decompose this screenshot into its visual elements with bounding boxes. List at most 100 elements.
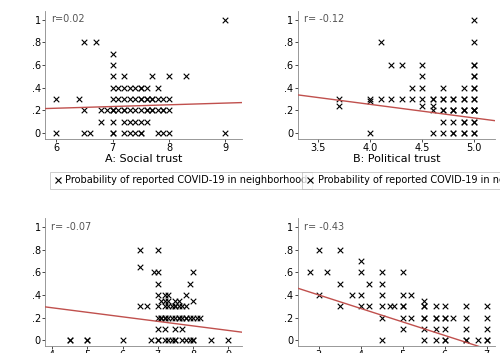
Point (164, 337, 172, 343)
Point (137, 96, 145, 102)
Point (462, 326, 469, 332)
Point (470, 73, 478, 79)
Point (103, 107, 111, 113)
Point (450, 119, 458, 124)
Point (356, 258, 364, 264)
Point (450, 107, 458, 113)
Point (75, 96, 83, 102)
Point (189, 298, 197, 304)
Point (407, 292, 415, 298)
Point (450, 130, 458, 136)
Point (314, 247, 322, 252)
Point (142, 96, 150, 102)
Point (440, 337, 448, 343)
Point (470, 107, 478, 113)
Point (131, 96, 139, 102)
Point (175, 304, 183, 309)
Point (450, 130, 458, 136)
Point (192, 315, 200, 321)
Point (186, 337, 194, 343)
Point (470, 62, 478, 68)
Point (172, 304, 179, 309)
Point (378, 337, 386, 343)
Point (142, 107, 150, 113)
Point (168, 304, 176, 309)
Point (131, 107, 139, 113)
Legend: Probability of reported COVID-19 in neighborhood: Probability of reported COVID-19 in neig… (302, 172, 500, 189)
Point (366, 98, 374, 104)
Point (114, 107, 122, 113)
Point (460, 130, 468, 136)
Point (108, 85, 116, 90)
Point (398, 315, 406, 321)
Point (222, 130, 230, 136)
Point (120, 85, 128, 90)
Point (196, 315, 204, 321)
Point (150, 269, 158, 275)
Point (154, 304, 162, 309)
Point (432, 315, 440, 321)
Point (154, 269, 162, 275)
Point (178, 315, 186, 321)
Point (450, 96, 458, 102)
Point (418, 62, 426, 68)
Point (470, 17, 478, 23)
Point (420, 337, 428, 343)
Point (470, 96, 478, 102)
Point (164, 292, 172, 298)
Point (80, 40, 88, 45)
Point (470, 107, 478, 113)
Point (428, 103, 436, 109)
Point (165, 96, 173, 102)
Point (131, 130, 139, 136)
Point (148, 96, 156, 102)
Point (460, 96, 468, 102)
Point (142, 85, 150, 90)
Point (52, 130, 60, 136)
Point (335, 96, 343, 102)
Point (432, 315, 440, 321)
Point (336, 304, 344, 309)
Point (120, 73, 128, 79)
Point (120, 119, 128, 124)
Point (178, 326, 186, 332)
Point (460, 119, 468, 124)
Point (186, 281, 194, 287)
Point (186, 315, 194, 321)
Point (440, 337, 448, 343)
Point (224, 337, 232, 343)
Point (408, 96, 416, 102)
Point (450, 96, 458, 102)
Point (418, 96, 426, 102)
Point (450, 107, 458, 113)
Point (420, 315, 428, 321)
Point (420, 304, 428, 309)
Point (172, 337, 179, 343)
Point (440, 304, 448, 309)
Point (164, 304, 172, 309)
Point (120, 96, 128, 102)
Point (161, 315, 169, 321)
Text: r= -0.07: r= -0.07 (51, 222, 91, 232)
Point (161, 304, 169, 309)
Point (142, 119, 150, 124)
Point (160, 96, 168, 102)
Point (120, 130, 128, 136)
Point (189, 269, 197, 275)
Point (84, 337, 92, 343)
Point (148, 73, 156, 79)
Point (470, 85, 478, 90)
Point (158, 298, 166, 304)
Point (142, 96, 150, 102)
Point (126, 96, 134, 102)
Point (118, 337, 126, 343)
Point (161, 337, 169, 343)
Point (86, 130, 94, 136)
Point (407, 315, 415, 321)
Point (189, 315, 197, 321)
Point (137, 85, 145, 90)
Point (387, 62, 395, 68)
Point (440, 315, 448, 321)
Point (137, 130, 145, 136)
Point (206, 337, 214, 343)
